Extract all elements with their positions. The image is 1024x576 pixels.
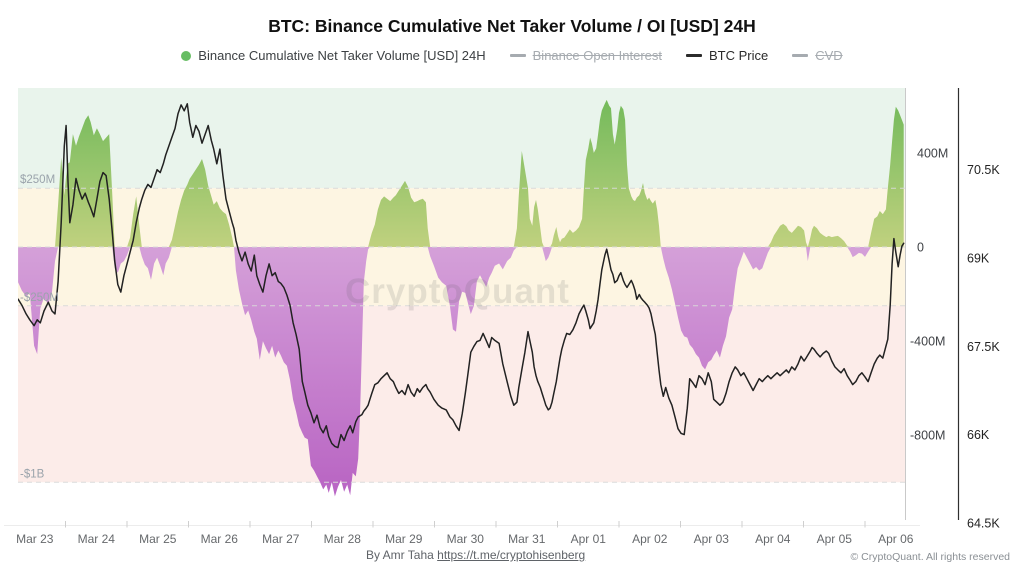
price-axis-label: 69K [967,252,990,266]
legend: Binance Cumulative Net Taker Volume [USD… [0,48,1024,63]
plot-area[interactable] [18,88,905,520]
price-axis-label: 67.5K [967,340,1000,354]
legend-item-label: Binance Open Interest [532,48,662,63]
legend-item-binance-open-interest[interactable]: Binance Open Interest [509,48,662,63]
x-tick-label-mar-23: Mar 23 [16,532,54,546]
legend-item-cvd[interactable]: CVD [792,48,843,63]
x-tick-label-mar-26: Mar 26 [201,532,239,546]
x-tick-label-apr-02: Apr 02 [632,532,668,546]
legend-item-label: BTC Price [709,48,769,63]
volume-axis-label: -800M [910,429,945,443]
net-taker-volume-positive-area [18,99,904,248]
legend-item-label: Binance Cumulative Net Taker Volume [USD… [198,48,486,63]
volume-axis-label: 400M [917,146,948,160]
x-tick-label-mar-25: Mar 25 [139,532,177,546]
byline: By Amr Taha https://t.me/cryptohisenberg [366,548,585,562]
band-below-250m [18,305,905,483]
legend-dash-icon [792,54,809,57]
x-tick-label-apr-03: Apr 03 [694,532,730,546]
left-threshold-label: -$250M [20,292,59,304]
copyright-text: © CryptoQuant. All rights reserved [850,551,1010,563]
legend-item-binance-cumulative-net-taker-volume-usd-24h[interactable]: Binance Cumulative Net Taker Volume [USD… [181,48,486,63]
x-tick-label-apr-01: Apr 01 [571,532,607,546]
byline-text: By Amr Taha [366,548,438,562]
x-tick-label-mar-30: Mar 30 [447,532,485,546]
byline-link[interactable]: https://t.me/cryptohisenberg [437,548,586,562]
x-tick-label-mar-29: Mar 29 [385,532,423,546]
left-threshold-label: -$1B [20,468,45,480]
left-threshold-label: $250M [20,174,55,186]
volume-axis-label: -400M [910,335,945,349]
x-tick-label-apr-06: Apr 06 [878,532,914,546]
x-tick-label-mar-28: Mar 28 [324,532,362,546]
price-axis-label: 70.5K [967,163,1000,177]
volume-axis-label: 0 [917,241,924,255]
legend-item-label: CVD [815,48,843,63]
legend-dash-icon [686,54,702,57]
x-tick-label-mar-31: Mar 31 [508,532,546,546]
legend-dash-icon [509,54,526,57]
x-tick-label-apr-05: Apr 05 [817,532,853,546]
x-tick-label-mar-24: Mar 24 [78,532,116,546]
btc-price-line [18,103,905,449]
net-taker-volume-negative-area [18,247,904,497]
x-tick-label-mar-27: Mar 27 [262,532,300,546]
legend-dot-icon [181,50,192,61]
price-axis-label: 64.5K [967,516,1000,530]
price-axis-label: 66K [967,428,990,442]
x-tick-label-apr-04: Apr 04 [755,532,791,546]
page-title: BTC: Binance Cumulative Net Taker Volume… [268,16,756,36]
band-above-250m [18,88,905,189]
legend-item-btc-price[interactable]: BTC Price [686,48,768,63]
